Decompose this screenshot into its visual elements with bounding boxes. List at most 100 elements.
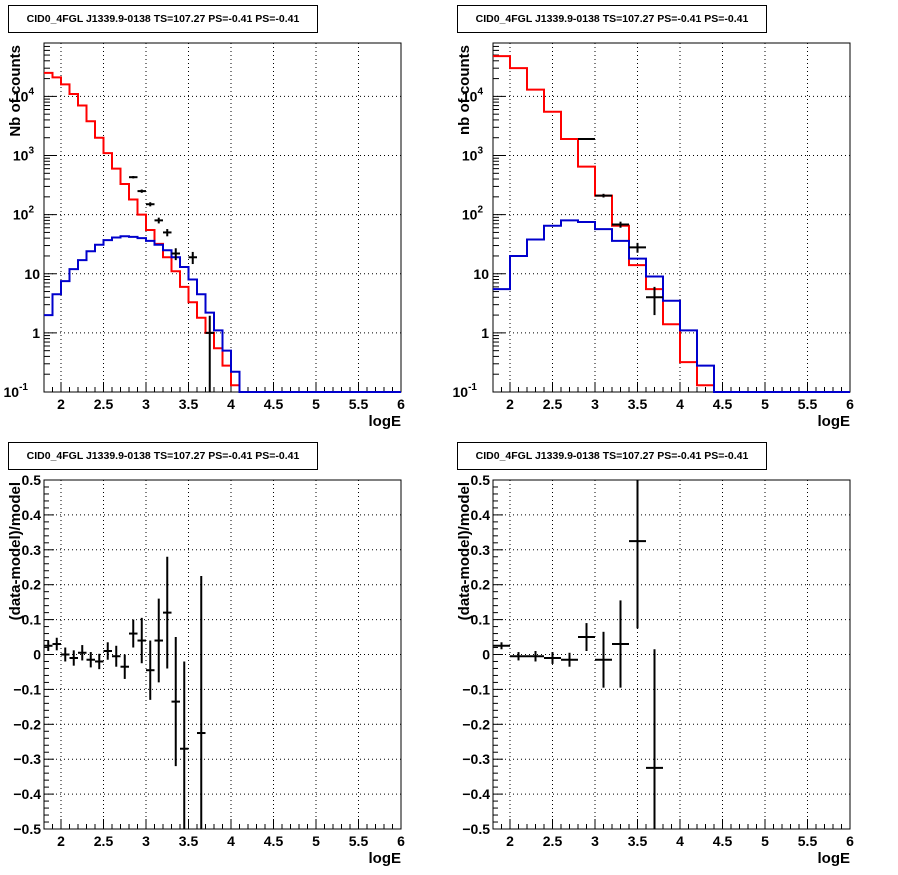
x-tick-label: 4.5 [713,833,733,849]
y-tick-label: 10-1 [4,382,29,400]
y-tick-label: −0.1 [462,681,490,697]
data-point [510,652,527,661]
x-axis-label: logE [369,413,402,430]
data-point [137,617,146,664]
data-point [612,221,629,228]
data-point [171,637,180,767]
x-tick-label: 2.5 [94,833,114,849]
y-tick-label: 1 [32,325,40,341]
model-source-histogram [44,235,401,393]
data-point [112,645,121,667]
plot-frame [492,42,851,393]
data-point [103,642,112,660]
y-tick-label: 102 [13,205,35,223]
y-tick-label: 0.4 [22,507,42,523]
x-axis-label: logE [369,850,402,867]
x-tick-label: 2.5 [543,833,563,849]
x-tick-label: 2 [506,396,514,412]
data-point [61,647,70,662]
y-tick-label: 0.3 [22,542,42,558]
data-point [146,640,155,700]
data-point [154,217,163,224]
data-point [188,251,197,265]
data-point [154,598,163,683]
data-point [578,138,595,141]
model-total-histogram [493,55,850,393]
data-point [44,640,53,652]
y-tick-label: −0.3 [462,751,490,767]
data-point [646,286,663,316]
x-tick-label: 3.5 [179,396,199,412]
y-tick-label: 0.2 [471,577,491,593]
data-point [578,623,595,652]
x-tick-label: 5 [312,833,320,849]
data-point [180,661,189,829]
y-tick-label: −0.5 [462,821,490,837]
plot-frame [43,479,402,830]
x-tick-label: 3.5 [628,396,648,412]
x-tick-label: 4.5 [713,396,733,412]
y-tick-label: 0.4 [471,507,491,523]
x-tick-label: 5 [761,833,769,849]
residual-plot-left: 2 2.5 3 3.5 4 4.5 5 5.5 6 −0.5 −0.4 −0.3 −0.2 −0.1 0 0.… [7,472,405,867]
data-point [595,193,612,198]
data-point [69,650,78,666]
x-tick-label: 2 [57,396,65,412]
plot-title: CID0_4FGL J1339.9-0138 TS=107.27 PS=-0.4… [457,442,767,470]
data-point [646,649,663,829]
y-tick-label: 10 [473,266,489,282]
data-point [612,600,629,688]
y-tick-label: 0.1 [471,612,491,628]
data-point [561,652,578,667]
x-tick-label: 5.5 [349,396,369,412]
data-point [86,652,95,668]
y-tick-label: −0.1 [13,681,41,697]
data-point [205,315,214,392]
y-tick-label: 103 [462,146,484,164]
data-point [129,176,138,179]
data-point [163,556,172,669]
y-tick-label: 102 [462,205,484,223]
x-tick-label: 5 [761,396,769,412]
y-tick-label: 0.1 [22,612,42,628]
y-tick-label: 0 [482,647,490,663]
counts-plot-left: 2 2.5 3 3.5 4 4.5 5 5.5 6 10-1 1 10 102 103 104 logE Nb … [4,42,405,430]
x-tick-label: 6 [397,396,405,412]
x-tick-label: 2 [57,833,65,849]
panel-top-left: 2 2.5 3 3.5 4 4.5 5 5.5 6 10-1 1 10 102 103 104 logE Nb … [0,0,449,437]
data-point [95,653,104,670]
y-tick-label: 0.5 [471,472,491,488]
x-axis-label: logE [818,413,851,430]
data-point [629,242,646,253]
data-point [493,642,510,650]
y-tick-label: −0.3 [13,751,41,767]
data-point [171,248,180,261]
panel-bottom-right: 2 2.5 3 3.5 4 4.5 5 5.5 6 −0.5 −0.4 −0.3 −0.2 −0.1 0 0.… [449,437,898,874]
plot-title: CID0_4FGL J1339.9-0138 TS=107.27 PS=-0.4… [8,442,318,470]
data-point [120,654,129,679]
x-tick-label: 3.5 [179,833,199,849]
y-axis-label: nb of counts [456,45,473,135]
x-tick-label: 5.5 [798,396,818,412]
y-tick-label: −0.2 [462,716,490,732]
y-axis-label: Nb of counts [7,45,24,137]
x-tick-label: 4.5 [264,396,284,412]
plot-title: CID0_4FGL J1339.9-0138 TS=107.27 PS=-0.4… [8,5,318,33]
panel-bottom-left: 2 2.5 3 3.5 4 4.5 5 5.5 6 −0.5 −0.4 −0.3 −0.2 −0.1 0 0.… [0,437,449,874]
x-tick-label: 3.5 [628,833,648,849]
x-tick-label: 2.5 [94,396,114,412]
data-point [52,637,61,651]
x-tick-label: 6 [846,833,854,849]
y-tick-label: 103 [13,146,35,164]
y-tick-label: 0.2 [22,577,42,593]
y-axis-label: (data-model)/model [7,482,24,620]
x-tick-label: 4 [227,396,235,412]
data-point [629,480,646,629]
panel-top-right: 2 2.5 3 3.5 4 4.5 5 5.5 6 10-1 1 10 102 103 104 logE nb … [449,0,898,437]
x-tick-label: 3 [142,396,150,412]
model-source-histogram [493,219,850,393]
y-tick-label: 1 [481,325,489,341]
data-point [527,651,544,662]
x-tick-label: 3 [591,396,599,412]
x-axis-label: logE [818,850,851,867]
